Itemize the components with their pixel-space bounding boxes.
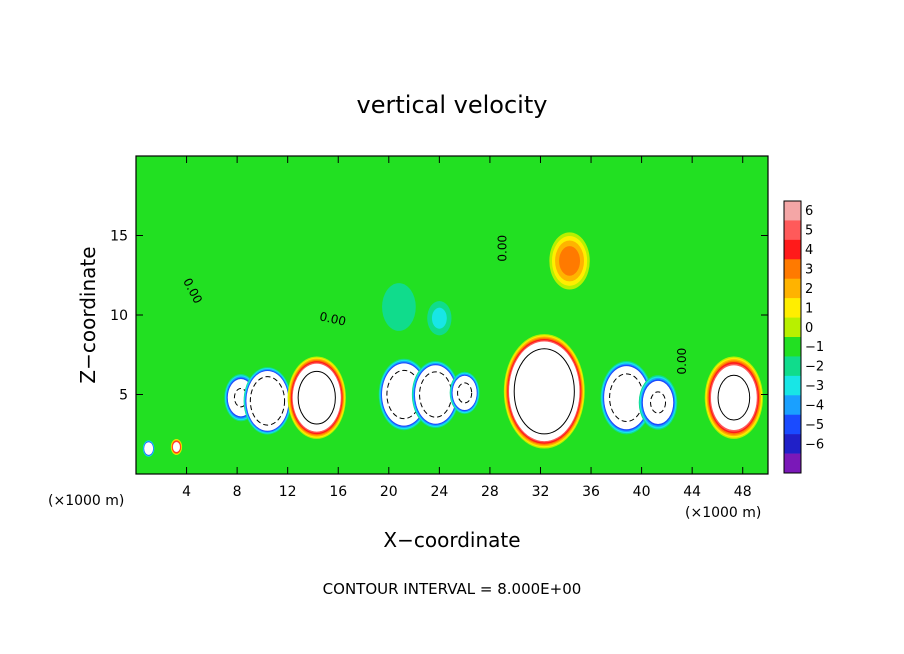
colorbar-swatch: [784, 259, 801, 280]
velocity-cell: [638, 375, 678, 430]
y-tick-label: 10: [110, 308, 128, 324]
colorbar-tick-label: −6: [805, 437, 824, 452]
velocity-core: [604, 366, 649, 430]
y-tick-label: 5: [119, 388, 128, 404]
colorbar-swatch: [784, 298, 801, 318]
colorbar-swatch: [784, 453, 801, 474]
colorbar-swatch: [784, 239, 801, 260]
velocity-cell: [243, 367, 292, 435]
x-unit-left: (×1000 m): [48, 493, 124, 509]
colorbar-tick-label: −1: [805, 340, 824, 355]
velocity-core: [292, 363, 341, 432]
velocity-cell: [449, 371, 480, 415]
y-tick-label: 15: [110, 229, 128, 245]
velocity-core: [144, 442, 154, 455]
colorbar-swatch: [784, 375, 801, 396]
velocity-cell: [382, 283, 416, 331]
colorbar-tick-label: 1: [805, 301, 813, 316]
velocity-band: [559, 246, 581, 276]
x-tick-label: 48: [734, 484, 752, 500]
colorbar-tick-label: 5: [805, 224, 813, 239]
colorbar-frame: [783, 200, 802, 474]
colorbar-tick-label: 2: [805, 282, 813, 297]
contour-label: 0.00: [495, 235, 509, 262]
colorbar-tick-label: 4: [805, 243, 813, 258]
velocity-core: [452, 375, 477, 411]
velocity-cell: [704, 356, 763, 439]
colorbar-tick-label: −3: [805, 379, 824, 394]
colorbar-tick-label: 6: [805, 204, 813, 219]
contour-label: 0.00: [675, 348, 689, 375]
velocity-cell: [503, 334, 585, 449]
contour-line: [650, 391, 667, 414]
x-tick-label: 24: [430, 484, 448, 500]
velocity-field-background: [136, 156, 768, 474]
colorbar-swatch: [784, 434, 801, 454]
x-tick-label: 40: [633, 484, 651, 500]
x-axis: 4 8 12 16 20 24 28 32 36 40 44 48: [182, 156, 752, 500]
velocity-cell: [170, 438, 183, 455]
velocity-cell: [411, 360, 460, 429]
colorbar-swatch: [784, 278, 801, 299]
contour-label: 0.00: [318, 309, 347, 328]
velocity-core: [246, 370, 289, 431]
x-tick-label: 36: [582, 484, 600, 500]
colorbar-swatch: [784, 201, 801, 221]
velocity-cell: [600, 361, 653, 435]
colorbar: 6 5 4 3 2 1 0 −1 −2 −3 −4 −5 −6: [783, 200, 824, 474]
x-tick-label: 32: [532, 484, 550, 500]
colorbar-swatch: [784, 356, 801, 377]
velocity-cell: [427, 301, 452, 336]
x-tick-label: 20: [380, 484, 398, 500]
colorbar-swatch: [784, 220, 801, 241]
colorbar-swatch: [784, 414, 801, 435]
velocity-core: [414, 365, 457, 424]
plot-area: 0.000.000.000.00: [135, 155, 769, 475]
contour-line: [249, 376, 286, 426]
colorbar-tick-label: 0: [805, 321, 813, 336]
contour-interval-footer: CONTOUR INTERVAL = 8.000E+00: [323, 580, 582, 598]
colorbar-swatch: [784, 395, 801, 416]
colorbar-swatch: [784, 317, 801, 338]
contour-line: [457, 382, 473, 404]
velocity-cell: [142, 440, 155, 457]
colorbar-tick-label: −4: [805, 399, 824, 414]
x-axis-label: X−coordinate: [383, 528, 520, 552]
velocity-core: [509, 341, 580, 442]
x-tick-label: 28: [481, 484, 499, 500]
y-axis: 5 10 15: [110, 229, 768, 404]
x-tick-label: 8: [233, 484, 242, 500]
velocity-cell: [287, 356, 346, 439]
velocity-core: [172, 442, 180, 452]
velocity-band: [431, 307, 447, 329]
velocity-core: [642, 380, 674, 424]
velocity-cell: [549, 232, 590, 290]
colorbar-tick-label: −5: [805, 418, 824, 433]
velocity-band: [382, 283, 416, 331]
x-tick-label: 16: [329, 484, 347, 500]
colorbar-tick-label: 3: [805, 263, 813, 278]
y-axis-label: Z−coordinate: [76, 246, 100, 383]
contour-line: [297, 370, 336, 425]
x-tick-label: 4: [182, 484, 191, 500]
colorbar-tick-label: −2: [805, 360, 824, 375]
x-tick-label: 12: [279, 484, 297, 500]
x-tick-label: 44: [683, 484, 701, 500]
contour-line: [513, 348, 575, 435]
x-unit-right: (×1000 m): [685, 505, 761, 521]
contour-line: [717, 374, 751, 421]
chart-title: vertical velocity: [357, 91, 548, 119]
colorbar-swatch: [784, 337, 801, 357]
